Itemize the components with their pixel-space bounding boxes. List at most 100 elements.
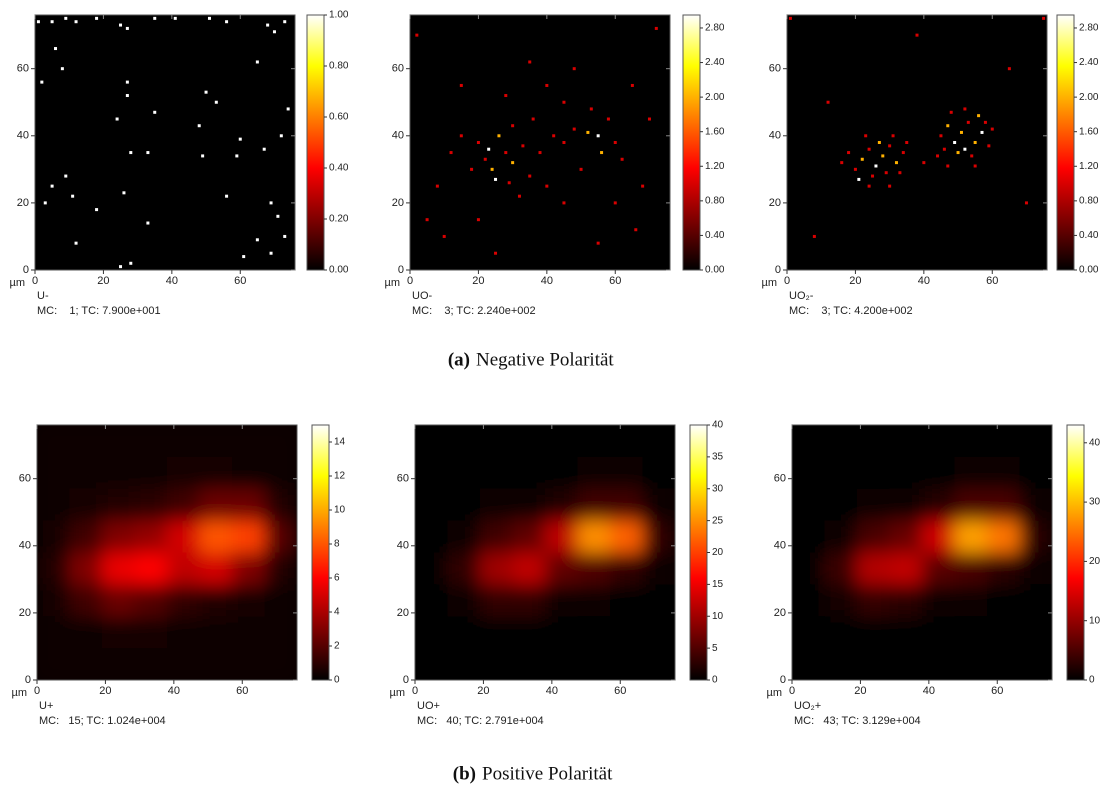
cell (857, 584, 890, 617)
stats-label: MC: 3; TC: 2.240e+002 (412, 305, 536, 317)
y-tick-label: 0 (780, 674, 786, 686)
cell (922, 648, 955, 680)
pixel (238, 137, 242, 141)
y-tick-label: 0 (23, 264, 29, 276)
cell (954, 648, 988, 680)
cell (889, 584, 923, 617)
cell (512, 520, 546, 553)
colorbar-tick-label: 20 (1089, 556, 1101, 567)
pixel (572, 127, 576, 131)
pixel (552, 134, 556, 138)
x-tick-label: 20 (472, 275, 484, 287)
stats-label: MC: 3; TC: 4.200e+002 (789, 305, 913, 317)
cell (134, 648, 168, 680)
pixel (884, 171, 888, 175)
cell (37, 552, 70, 585)
x-tick-label: 0 (34, 685, 40, 697)
cell (167, 520, 200, 553)
x-tick-label: 60 (234, 275, 246, 287)
pixel (122, 191, 126, 195)
cell (922, 616, 955, 649)
cell (447, 488, 481, 522)
cell (480, 488, 513, 522)
pixel (54, 47, 58, 51)
colorbar-tick-label: 35 (712, 452, 724, 463)
caption-text: Positive Polarität (482, 763, 613, 784)
colorbar-tick-label: 1.60 (1079, 126, 1099, 137)
cell (199, 648, 233, 680)
cell (792, 584, 825, 617)
colorbar-tick-label: 40 (712, 420, 724, 431)
pixel (64, 16, 68, 20)
cell (264, 648, 297, 680)
cell (987, 648, 1020, 680)
pixel (204, 90, 208, 94)
pixel (620, 157, 624, 161)
cell (545, 520, 578, 553)
cell (792, 616, 825, 649)
pixel (864, 134, 868, 138)
colorbar-tick-label: 1.20 (1079, 161, 1099, 172)
colorbar-tick-label: 0.00 (705, 265, 725, 276)
pixel (963, 147, 967, 151)
pixel (125, 26, 129, 30)
cell (545, 425, 578, 458)
y-tick-label: 0 (775, 264, 781, 276)
y-tick-label: 60 (19, 473, 31, 485)
pixel (589, 107, 593, 111)
pixel (74, 241, 78, 245)
colorbar-tick-label: 2 (334, 641, 340, 652)
cell (69, 425, 103, 458)
cell (642, 456, 675, 490)
colorbar-tick-label: 0.60 (329, 112, 349, 123)
cell (69, 584, 103, 617)
pixel (888, 184, 892, 188)
pixel (125, 94, 129, 98)
cell (610, 488, 643, 522)
cell (480, 552, 513, 585)
species-label: UO+ (417, 700, 440, 712)
cell (447, 456, 481, 490)
y-tick-label: 60 (397, 473, 409, 485)
pixel (579, 167, 583, 171)
plot-frame (409, 14, 671, 271)
pixel (953, 141, 957, 144)
y-tick-label: 60 (392, 63, 404, 75)
pixel (881, 154, 885, 158)
cell (199, 520, 233, 553)
cell (642, 552, 675, 585)
y-tick-label: 60 (769, 63, 781, 75)
cell (824, 552, 858, 585)
pixel (425, 218, 429, 222)
x-tick-label: 40 (168, 685, 180, 697)
pixel (949, 110, 953, 114)
pixel (970, 154, 974, 158)
image (792, 425, 1052, 680)
unit-label: µm (9, 277, 25, 289)
pixel (528, 60, 532, 64)
x-tick-label: 40 (546, 685, 558, 697)
cell (167, 584, 200, 617)
pixel (980, 130, 984, 134)
colorbar-tick-label: 0.00 (1079, 265, 1099, 276)
pixel (915, 33, 919, 37)
cell (1019, 456, 1052, 490)
unit-label: µm (389, 687, 405, 699)
colorbar-tick-label: 2.00 (705, 92, 725, 103)
image (36, 16, 290, 269)
cell (480, 425, 513, 458)
cell (922, 520, 955, 553)
pixel (153, 110, 157, 114)
pixel (572, 67, 576, 71)
cell (954, 552, 988, 585)
caption-label: (b) (453, 763, 476, 784)
pixel (942, 147, 946, 151)
y-tick-label: 40 (397, 540, 409, 552)
colorbar-tick-label: 2.40 (705, 57, 725, 68)
pixel (517, 194, 521, 198)
pixel (788, 16, 792, 20)
colorbar-tick-label: 2.40 (1079, 57, 1099, 68)
cell (1019, 584, 1052, 617)
pixel (173, 16, 177, 20)
pixel (867, 184, 871, 188)
